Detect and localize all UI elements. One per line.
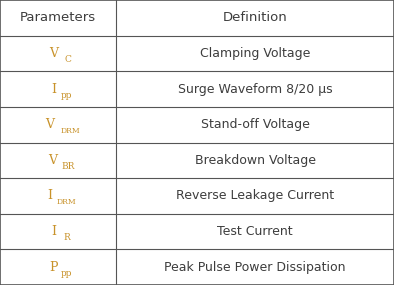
Text: I: I — [51, 83, 56, 95]
Text: DRM: DRM — [57, 198, 76, 206]
Text: Surge Waveform 8/20 μs: Surge Waveform 8/20 μs — [178, 83, 333, 95]
Text: BR: BR — [61, 162, 74, 171]
Text: R: R — [63, 233, 70, 242]
Text: V: V — [45, 118, 54, 131]
Text: V: V — [49, 47, 58, 60]
Text: P: P — [49, 261, 58, 274]
Text: I: I — [47, 190, 52, 202]
Text: Stand-off Voltage: Stand-off Voltage — [201, 118, 310, 131]
Text: Reverse Leakage Current: Reverse Leakage Current — [176, 190, 334, 202]
Text: DRM: DRM — [60, 127, 80, 135]
Text: Test Current: Test Current — [217, 225, 293, 238]
Text: Peak Pulse Power Dissipation: Peak Pulse Power Dissipation — [164, 261, 346, 274]
Text: Clamping Voltage: Clamping Voltage — [200, 47, 310, 60]
Text: I: I — [51, 225, 56, 238]
Text: pp: pp — [61, 91, 72, 100]
Text: V: V — [48, 154, 57, 167]
Text: pp: pp — [61, 269, 72, 278]
Text: Breakdown Voltage: Breakdown Voltage — [195, 154, 316, 167]
Text: Definition: Definition — [223, 11, 288, 24]
Text: Parameters: Parameters — [20, 11, 96, 24]
Text: C: C — [65, 55, 71, 64]
